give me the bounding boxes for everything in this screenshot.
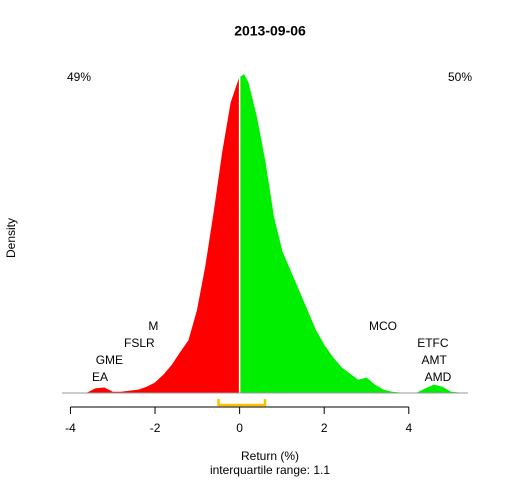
right-share: 50% <box>448 70 472 84</box>
iqr-bracket <box>217 399 267 407</box>
chart-title: 2013-09-06 <box>234 23 306 39</box>
density-area <box>239 74 460 394</box>
x-axis-label: Return (%) <box>241 449 299 463</box>
stock-label: M <box>148 319 158 333</box>
stock-label: EA <box>92 370 108 384</box>
subtitle: interquartile range: 1.1 <box>210 463 330 477</box>
density-area <box>87 77 241 394</box>
stock-label: FSLR <box>124 336 155 350</box>
x-tick-label: 0 <box>236 421 243 435</box>
x-tick-label: 2 <box>321 421 328 435</box>
x-tick-label: -2 <box>150 421 161 435</box>
left-share: 49% <box>67 70 91 84</box>
stock-label: AMT <box>421 353 447 367</box>
stock-label: MCO <box>369 319 397 333</box>
stock-label: GME <box>96 353 123 367</box>
stock-label: ETFC <box>417 336 449 350</box>
x-tick-label: 4 <box>405 421 412 435</box>
x-tick-label: -4 <box>65 421 76 435</box>
y-axis-label: Density <box>4 218 18 258</box>
stock-label: AMD <box>425 370 452 384</box>
